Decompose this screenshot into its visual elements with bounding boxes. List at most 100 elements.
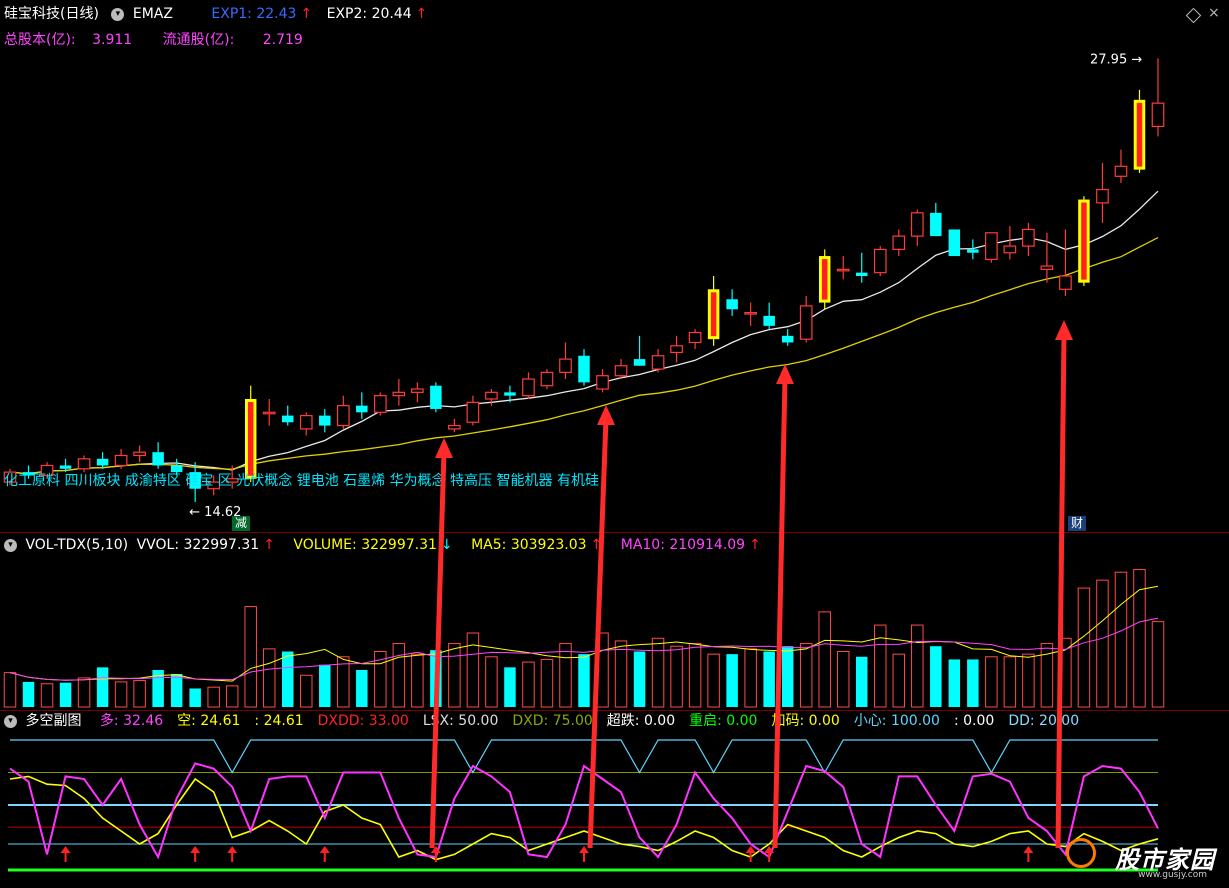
vol-title[interactable]: VOL-TDX(5,10) <box>25 537 129 553</box>
ma5-value: MA5: 303923.03 <box>471 537 587 553</box>
volume-bar <box>874 624 887 708</box>
candle <box>873 246 887 276</box>
candle-body <box>1022 228 1035 247</box>
candle <box>522 372 535 399</box>
indicator-name[interactable]: EMAZ <box>132 6 173 22</box>
sub-collapse-icon[interactable]: ▾ <box>4 714 17 728</box>
volume-chart[interactable] <box>0 555 1229 709</box>
candlestick-chart[interactable]: 27.95 → ← 14.62 <box>0 0 1229 532</box>
candle <box>170 458 183 476</box>
candle <box>967 239 979 260</box>
kong-line <box>9 775 1159 861</box>
candle-body <box>1059 275 1072 290</box>
ema-fast-line <box>9 190 1159 475</box>
candle <box>1059 229 1072 296</box>
duo-line <box>9 762 1159 860</box>
candle <box>448 418 461 433</box>
candle <box>299 412 313 436</box>
candle-body <box>578 355 590 383</box>
volume-bar <box>430 650 442 707</box>
volume-bar <box>244 606 257 708</box>
volume-bar <box>170 673 183 707</box>
volume-bar <box>282 651 294 707</box>
low-price-label: ← 14.62 <box>189 505 241 520</box>
float-shares-value: 2.719 <box>262 32 303 48</box>
candle-body <box>22 472 35 476</box>
candle-body <box>430 385 442 409</box>
volume-bar <box>300 674 313 708</box>
volume-bar <box>744 648 757 708</box>
candle <box>799 295 813 343</box>
candle <box>1096 162 1109 223</box>
signal-up-arrow-icon <box>319 846 330 862</box>
signal-arrow-head <box>579 846 589 853</box>
candle <box>319 408 331 433</box>
volume-bar <box>356 670 368 707</box>
candle-body-inner <box>247 401 254 476</box>
sub-value-4: LSX: 50.00 <box>422 713 499 729</box>
sub-value-0: 多: 32.46 <box>99 713 164 729</box>
volume-bar <box>578 654 590 707</box>
volume-bar <box>133 680 146 708</box>
candle <box>948 229 961 257</box>
total-shares-label: 总股本(亿): <box>4 32 76 48</box>
sub-value-7: 重启: 0.00 <box>689 713 758 729</box>
exp2-up-arrow-icon: ↑ <box>415 6 428 22</box>
signal-up-arrow-icon <box>227 846 238 862</box>
volume-bar <box>726 654 738 707</box>
volume-bar <box>96 667 109 707</box>
volume-bar <box>522 661 535 708</box>
signal-arrow-head <box>430 846 441 853</box>
volume-bar <box>836 651 850 708</box>
candle-body <box>688 331 702 344</box>
float-shares-label: 流通股(亿): <box>162 32 235 48</box>
candle-body <box>559 358 572 373</box>
candle-body <box>670 345 683 354</box>
candle-body <box>356 405 368 413</box>
candle <box>726 289 738 316</box>
event-tag-cai[interactable]: 财 <box>1068 516 1087 531</box>
signal-arrow-head <box>227 846 238 853</box>
volume-bar <box>1096 579 1109 708</box>
candle-body <box>299 415 313 430</box>
candle <box>373 392 387 416</box>
candle-body <box>3 471 17 483</box>
candle-body <box>1096 188 1109 204</box>
volume-bar <box>448 643 461 708</box>
stock-title: 硅宝科技(日线) <box>4 6 99 22</box>
candle-body <box>152 452 164 466</box>
candle <box>3 468 17 486</box>
candle <box>559 342 572 380</box>
candle <box>207 475 221 496</box>
candle-body <box>836 268 850 272</box>
sub-value-1: 空: 24.61 <box>177 713 241 729</box>
candle <box>504 385 516 403</box>
volume-bar <box>763 651 775 707</box>
sub-indicator-chart[interactable] <box>0 730 1229 888</box>
volume-bar <box>799 643 813 708</box>
candle-body <box>985 232 998 260</box>
candle <box>133 445 146 463</box>
candle-body <box>1003 245 1017 254</box>
sub-title[interactable]: 多空副图 <box>25 713 82 729</box>
candle <box>985 232 998 263</box>
sub-indicator-header: ▾ 多空副图 多: 32.46 空: 24.61: 24.61 DXDD: 33.0… <box>0 711 1087 731</box>
candle-body <box>614 365 628 377</box>
candle <box>744 302 757 326</box>
candle <box>763 302 775 330</box>
exp1-value: EXP1: 22.43 <box>211 6 297 22</box>
event-tag-jian[interactable]: 减 <box>232 516 251 531</box>
signal-arrow-head <box>190 846 201 853</box>
vol-collapse-icon[interactable]: ▾ <box>4 538 17 552</box>
candle <box>688 329 702 350</box>
candle-body <box>373 395 387 413</box>
candle-body <box>744 311 757 315</box>
candle <box>466 395 480 426</box>
volume-bar <box>1077 587 1091 708</box>
collapse-icon[interactable]: ▾ <box>111 7 125 21</box>
candle <box>930 202 942 237</box>
candle-body <box>133 451 146 457</box>
watermark-url: www.gusjy.com <box>1138 870 1207 880</box>
candle <box>781 329 794 346</box>
close-icon[interactable]: × <box>1208 5 1220 21</box>
